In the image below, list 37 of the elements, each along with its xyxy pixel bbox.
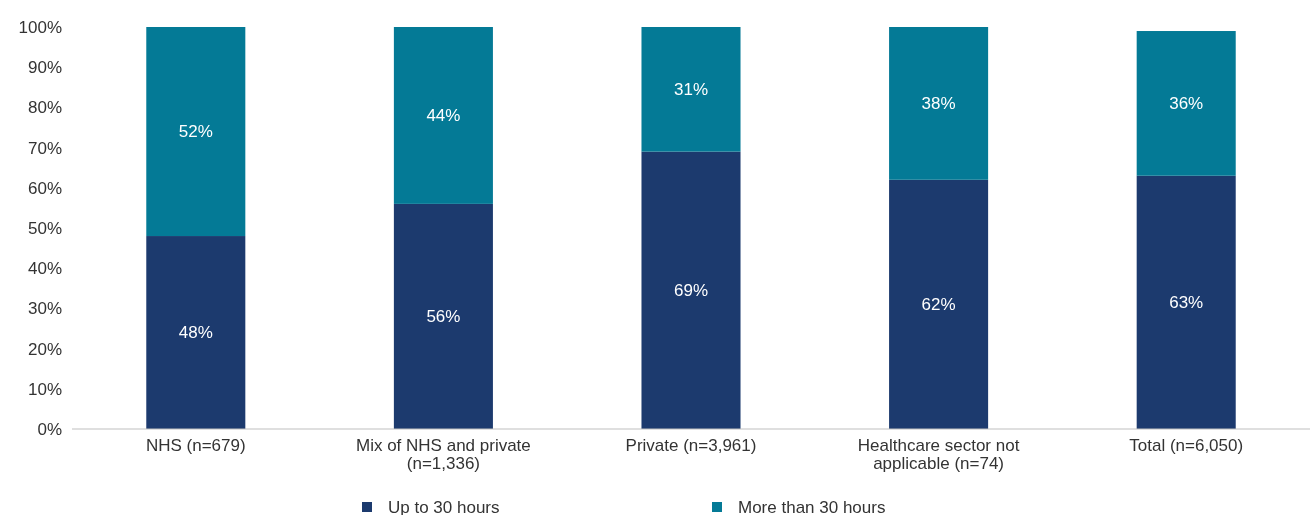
data-label: 69% (673, 281, 709, 301)
bar (1136, 31, 1236, 176)
bar (1136, 175, 1236, 429)
x-tick-label: Private (n=3,961) (625, 436, 757, 455)
data-label: 48% (178, 323, 213, 343)
bar (393, 27, 493, 204)
data-label: 38% (921, 94, 956, 114)
y-tick-label: 90% (27, 58, 62, 78)
bar (641, 151, 741, 429)
y-tick-label: 0% (37, 419, 62, 439)
data-label: 31% (673, 80, 709, 100)
bar (889, 27, 989, 180)
bar (146, 27, 246, 237)
y-tick-label: 70% (27, 138, 62, 158)
x-tick-label: Healthcare sector not applicable (n=74) (857, 436, 1020, 473)
x-tick-label: Total (n=6,050) (1129, 436, 1244, 455)
y-tick-label: 20% (27, 339, 62, 359)
legend-label: More than 30 hours (738, 497, 886, 515)
data-label: 36% (1169, 94, 1204, 114)
y-tick-label: 100% (18, 17, 62, 37)
y-tick-label: 10% (27, 379, 62, 399)
data-label: 52% (178, 122, 213, 142)
y-tick-label: 50% (27, 218, 62, 238)
data-label: 44% (426, 106, 461, 126)
y-tick-label: 60% (27, 178, 62, 198)
x-tick-label: NHS (n=679) (145, 436, 246, 455)
y-tick-label: 80% (27, 98, 62, 118)
bar (146, 236, 246, 429)
data-label: 62% (921, 295, 956, 315)
data-label: 56% (426, 307, 461, 327)
bar (393, 203, 493, 429)
y-tick-label: 40% (27, 259, 62, 279)
data-label: 63% (1169, 293, 1204, 313)
bar (641, 27, 741, 152)
bar (889, 179, 989, 429)
x-tick-label: Mix of NHS and private (n=1,336) (356, 436, 531, 473)
y-tick-label: 30% (27, 299, 62, 319)
